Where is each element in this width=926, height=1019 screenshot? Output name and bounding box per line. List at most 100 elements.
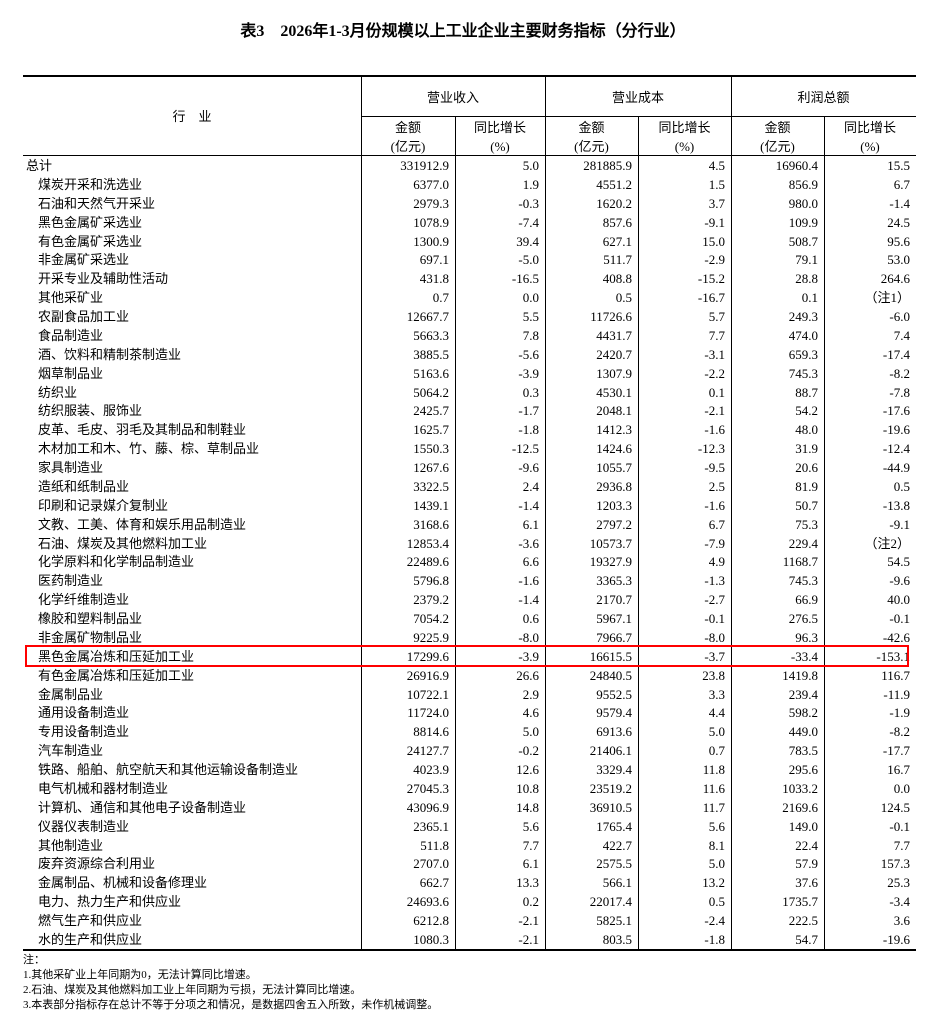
revenue-amount: 5064.2 [413,384,449,400]
revenue-growth: 5.6 [522,818,539,834]
profit-growth: 16.7 [887,762,910,777]
revenue-amount: 12853.4 [406,535,449,551]
table-row: 汽车制造业 24127.7 -0.2 21406.1 0.7 783.5 -17.7 [23,742,916,761]
industry-name: 印刷和记录媒介复制业 [38,497,169,513]
industry-name: 总计 [26,158,53,173]
table-row: 开采专业及辅助性活动 431.8 -16.5 408.8 -15.2 28.8 264.6 [23,270,916,289]
industry-name: 铁路、船舶、航空航天和其他运输设备制造业 [38,762,299,777]
note-item: 1.其他采矿业上年同期为0，无法计算同比增速。 [23,969,257,981]
profit-amount: 1419.8 [782,667,818,683]
col-divider [824,117,825,949]
revenue-growth: 39.4 [516,233,539,249]
profit-growth: -11.9 [883,686,910,702]
profit-growth: 7.4 [893,327,910,343]
profit-growth: 0.0 [893,780,910,796]
cost-amount: 21406.1 [589,743,632,759]
profit-amount: 249.3 [788,309,818,324]
revenue-amount: 6212.8 [413,913,449,928]
cost-growth: -1.3 [704,573,725,589]
group-header-rule [361,116,916,117]
table-row: 食品制造业 5663.3 7.8 4431.7 7.7 474.0 7.4 [23,327,916,346]
profit-amount: 16960.4 [775,158,818,173]
cost-amount: 5825.1 [596,913,632,928]
revenue-growth: 0.3 [522,384,539,400]
table-row: 文教、工美、体育和娱乐用品制造业 3168.6 6.1 2797.2 6.7 75.3 -9… [23,516,916,535]
cost-growth: 0.7 [708,743,725,759]
table-row: 农副食品加工业 12667.7 5.5 11726.6 5.7 249.3 -6.0 [23,308,916,327]
profit-amount: 96.3 [795,629,818,645]
revenue-growth: 6.1 [522,856,539,872]
industry-name: 医药制造业 [38,573,104,589]
profit-growth: -42.6 [882,629,910,645]
cost-amount: 566.1 [602,875,632,891]
industry-name: 煤炭开采和洗选业 [38,176,143,192]
revenue-growth: -8.0 [518,629,539,645]
table-row: 水的生产和供应业 1080.3 -2.1 803.5 -1.8 54.7 -19.6 [23,931,916,950]
revenue-amount: 43096.9 [406,799,449,815]
cost-amount: 2936.8 [596,478,632,494]
profit-amount: 31.9 [795,441,818,457]
revenue-growth: -2.1 [518,913,539,928]
revenue-growth: 2.9 [522,686,539,702]
industry-name: 金属制品业 [38,686,104,702]
profit-amount: 276.5 [788,611,818,626]
industry-name: 计算机、通信和其他电子设备制造业 [38,799,247,815]
profit-growth: 116.7 [881,667,910,683]
revenue-amount: 26916.9 [406,667,449,683]
cost-amount: 2575.5 [596,856,632,872]
cost-amount: 1620.2 [596,195,632,211]
growth-subheader: 同比增长 [473,120,526,135]
cost-growth: 7.7 [708,327,725,343]
revenue-amount: 11724.0 [407,705,449,721]
cost-amount: 4530.1 [596,384,632,400]
cost-amount: 2420.7 [596,346,632,362]
table-row: 造纸和纸制品业 3322.5 2.4 2936.8 2.5 81.9 0.5 [23,478,916,497]
cost-amount: 1765.4 [596,818,632,834]
profit-growth: -17.7 [882,743,910,759]
amount-unit-subheader: (亿元) [760,139,795,154]
profit-amount: 508.7 [788,233,818,249]
table-row: 电力、热力生产和供应业 24693.6 0.2 22017.4 0.5 1735.7 -3.… [23,893,916,912]
cost-amount: 36910.5 [589,799,632,815]
revenue-growth: 0.6 [522,611,539,626]
profit-amount: 2169.6 [782,799,818,815]
profit-growth: -9.6 [889,573,910,589]
industry-name: 有色金属矿采选业 [38,233,143,249]
profit-growth: -7.8 [889,384,910,400]
revenue-growth: 14.8 [516,799,539,815]
profit-growth: -12.4 [882,441,910,457]
revenue-growth: 2.4 [522,478,539,494]
table-title: 表3 2026年1-3月份规模以上工业企业主要财务指标（分行业） [240,23,686,40]
amount-unit-subheader: (亿元) [390,139,426,154]
group-header-profit: 利润总额 [797,90,850,105]
bottom-rule [23,949,916,951]
cost-growth: 11.7 [702,799,725,815]
industry-name: 食品制造业 [38,327,104,343]
revenue-amount: 3168.6 [413,516,449,532]
profit-growth: 157.3 [880,856,910,872]
profit-growth: 124.5 [880,799,910,815]
cost-amount: 0.5 [615,290,632,306]
industry-name: 非金属矿物制品业 [38,629,143,645]
revenue-amount: 8814.6 [413,724,449,740]
profit-growth: （注1） [864,290,910,306]
revenue-growth: -1.4 [518,592,539,608]
cost-growth: -2.1 [704,403,725,419]
revenue-amount: 1080.3 [413,931,449,947]
profit-amount: 474.0 [788,327,818,343]
cost-amount: 1412.3 [596,422,632,438]
cost-growth: 4.4 [708,705,725,721]
cost-amount: 19327.9 [589,554,632,570]
amount-subheader: 金额 [394,120,421,135]
profit-amount: 28.8 [795,271,818,287]
profit-growth: 95.6 [887,233,910,249]
cost-amount: 422.7 [602,837,632,853]
revenue-amount: 9225.9 [413,629,449,645]
table-row: 计算机、通信和其他电子设备制造业 43096.9 14.8 36910.5 11.7 21… [23,799,916,818]
profit-growth: -1.4 [889,195,910,211]
profit-amount: 449.0 [788,724,818,740]
cost-amount: 803.5 [602,931,632,947]
cost-growth: -1.8 [704,931,725,947]
cost-amount: 2048.1 [596,403,632,419]
industry-name: 酒、饮料和精制茶制造业 [38,346,182,362]
